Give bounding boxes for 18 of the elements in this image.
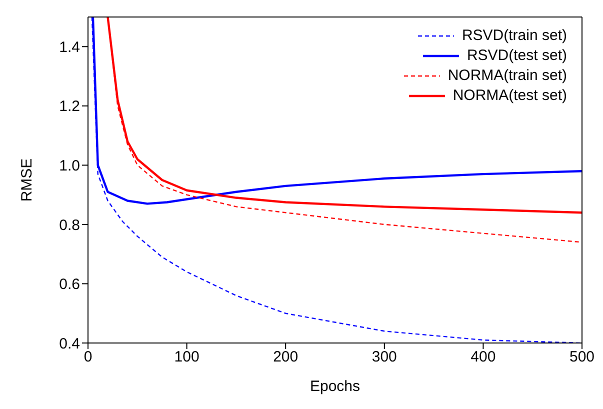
legend-label: RSVD(train set) (462, 26, 567, 46)
y-tick-label: 1.4 (59, 38, 80, 56)
x-tick-label: 300 (372, 348, 397, 366)
legend-label: RSVD(test set) (466, 46, 567, 66)
y-tick-label: 0.8 (59, 216, 80, 234)
x-tick-label: 400 (470, 348, 496, 366)
x-tick-label: 100 (174, 348, 200, 366)
x-tick-label: 200 (273, 348, 298, 366)
y-tick-label: 1.2 (59, 98, 80, 116)
x-tick-label: 0 (84, 348, 92, 366)
y-tick-label: 1.0 (59, 158, 80, 175)
legend-label: NORMA(train set) (448, 66, 567, 86)
legend-label: NORMA(test set) (452, 86, 567, 106)
y-tick-label: 0.4 (59, 335, 80, 352)
x-tick-label: 500 (569, 348, 595, 366)
x-axis-title: Epochs (310, 378, 360, 395)
y-tick-label: 0.6 (59, 276, 80, 294)
y-axis-title: RMSE (18, 158, 36, 202)
